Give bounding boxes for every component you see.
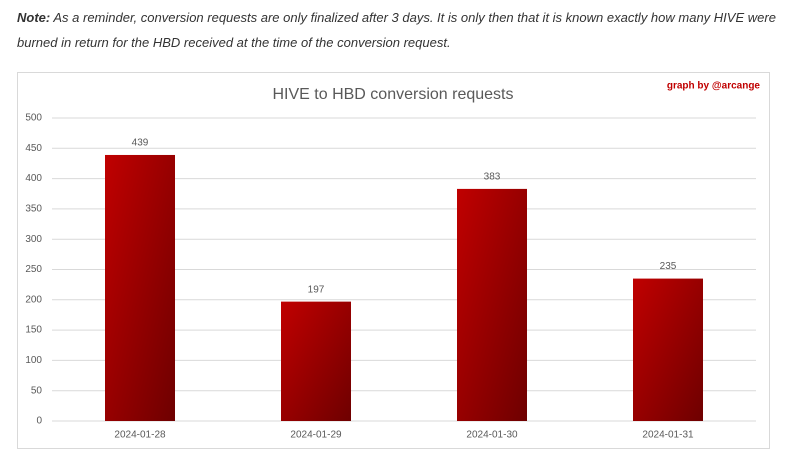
- y-tick-label: 50: [31, 385, 43, 396]
- y-tick-label: 200: [25, 294, 42, 305]
- y-tick-label: 300: [25, 234, 42, 245]
- x-tick-label: 2024-01-28: [114, 430, 166, 441]
- bar: [457, 188, 527, 421]
- note: Note: As a reminder, conversion requests…: [17, 5, 777, 55]
- x-tick-label: 2024-01-31: [642, 430, 694, 441]
- data-label: 383: [484, 172, 501, 183]
- y-tick-label: 0: [36, 416, 42, 427]
- y-tick-label: 150: [25, 325, 42, 336]
- bar: [633, 278, 703, 421]
- bar: [281, 301, 351, 421]
- data-label: 235: [660, 261, 677, 272]
- y-tick-label: 250: [25, 264, 42, 275]
- data-label: 197: [308, 284, 325, 295]
- annotation: graph by @arcange: [667, 81, 761, 92]
- chart-title: HIVE to HBD conversion requests: [273, 86, 514, 103]
- note-label: Note:: [17, 10, 51, 25]
- y-tick-label: 500: [25, 113, 42, 124]
- note-text: As a reminder, conversion requests are o…: [17, 10, 776, 50]
- data-label: 439: [132, 138, 149, 149]
- y-tick-label: 350: [25, 204, 42, 215]
- x-tick-label: 2024-01-29: [290, 430, 342, 441]
- x-tick-label: 2024-01-30: [466, 430, 518, 441]
- y-tick-label: 450: [25, 143, 42, 154]
- y-tick-label: 100: [25, 355, 42, 366]
- y-tick-label: 400: [25, 173, 42, 184]
- bar: [105, 154, 175, 421]
